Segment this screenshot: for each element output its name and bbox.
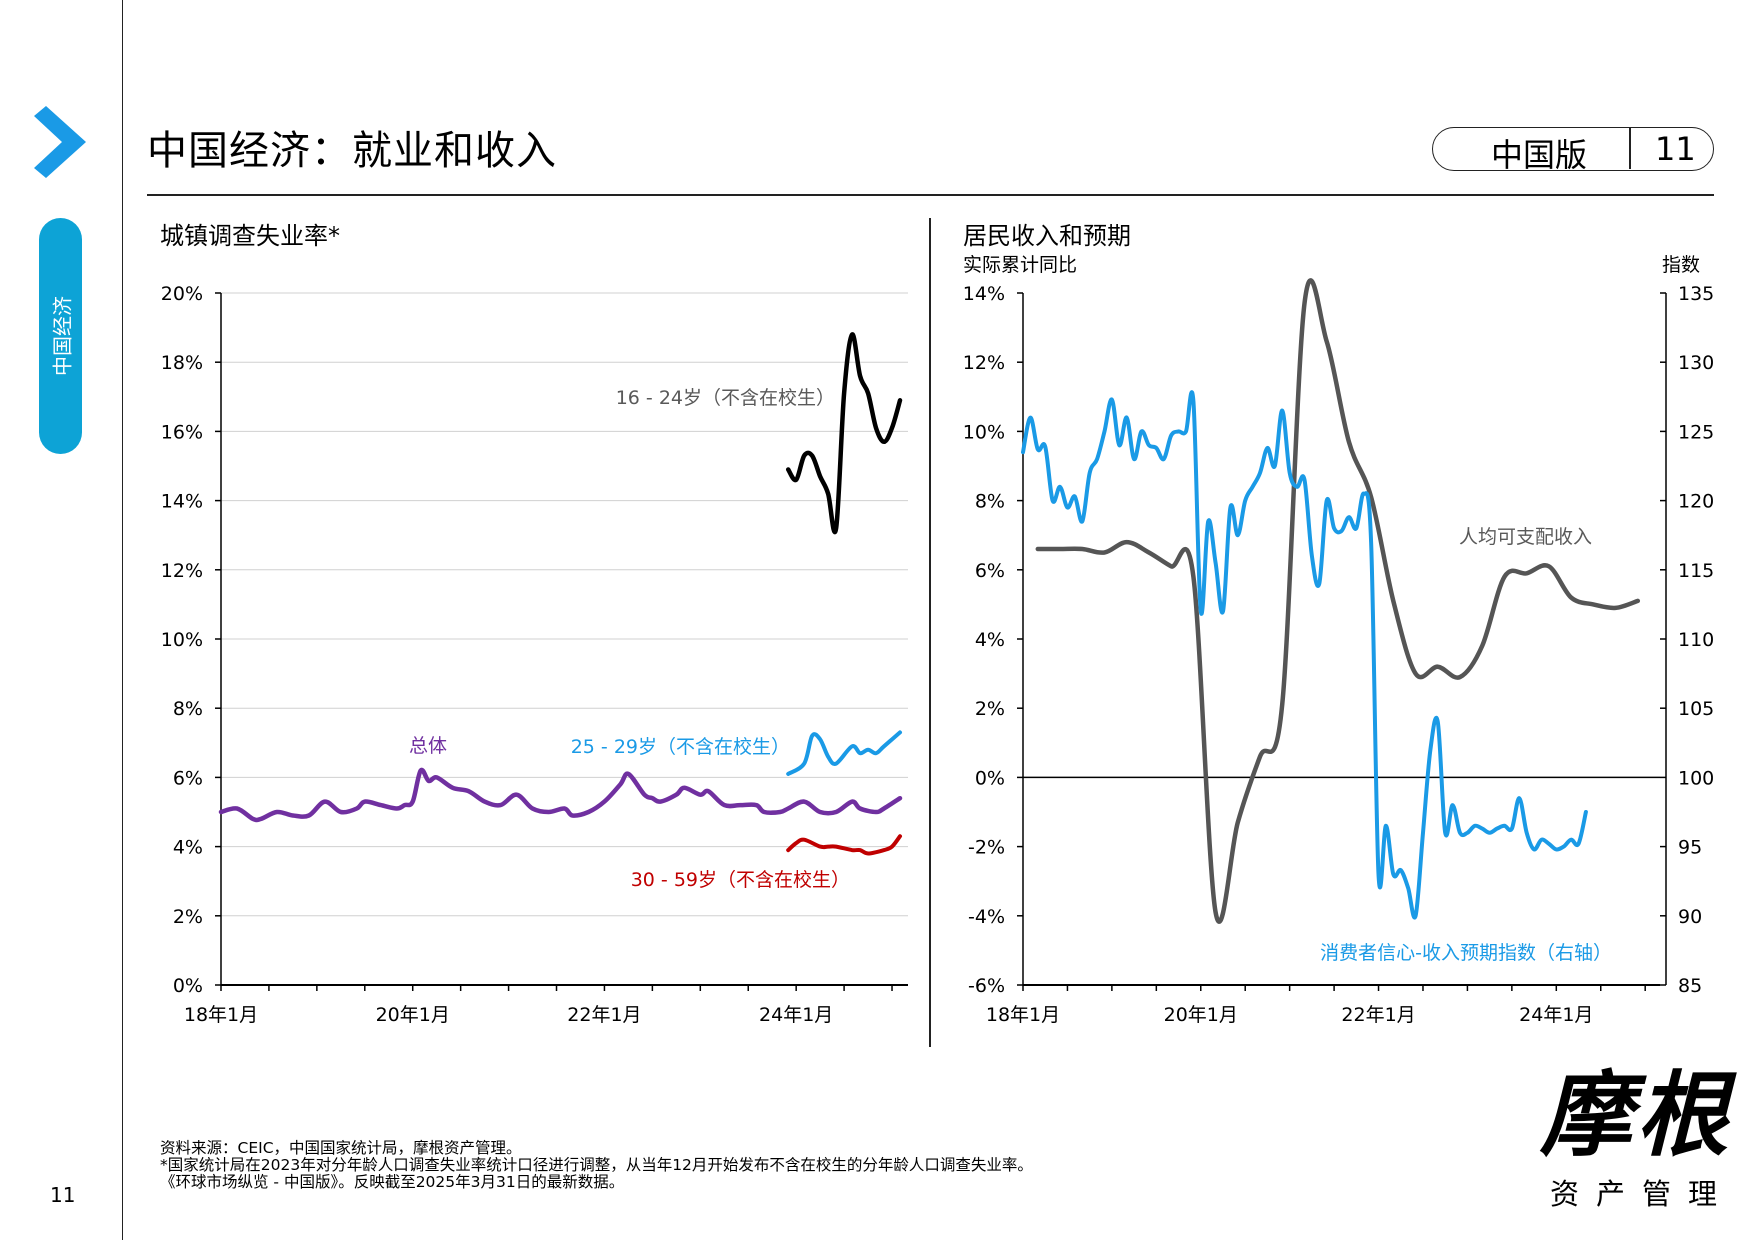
- edition-badge: 中国版 11: [1432, 127, 1714, 174]
- series-label: 25 - 29岁（不含在校生）: [571, 736, 790, 758]
- series-line: [1021, 390, 1588, 920]
- y-tick-label: 14%: [161, 491, 203, 513]
- logo-sub: 资产管理: [1550, 1177, 1735, 1211]
- chart-divider: [929, 218, 931, 1047]
- y-tick-label-right: 90: [1678, 906, 1702, 928]
- x-tick-label: 18年1月: [184, 1004, 258, 1026]
- y-tick-label-left: -6%: [968, 975, 1005, 997]
- chart-title: 居民收入和预期: [963, 222, 1131, 250]
- x-tick-label: 18年1月: [986, 1004, 1060, 1026]
- y-tick-label-left: 2%: [975, 698, 1005, 720]
- y-tick-label-right: 105: [1678, 698, 1714, 720]
- x-tick-label: 24年1月: [1519, 1004, 1593, 1026]
- y-tick-label-right: 100: [1678, 767, 1714, 789]
- series-label: 总体: [409, 735, 447, 757]
- y-tick-label: 2%: [173, 906, 203, 928]
- page-title: 中国经济：就业和收入: [147, 128, 557, 174]
- y-tick-label: 12%: [161, 560, 203, 582]
- badge-separator: [1629, 128, 1631, 169]
- series-line: [1035, 278, 1641, 924]
- y-tick-label-left: 6%: [975, 560, 1005, 582]
- y-tick-label-left: 12%: [963, 352, 1005, 374]
- y-tick-label: 18%: [161, 352, 203, 374]
- y-axis-left-label: 实际累计同比: [963, 254, 1077, 276]
- y-tick-label: 6%: [173, 767, 203, 789]
- y-tick-label-right: 95: [1678, 837, 1702, 859]
- edition-label: 中国版: [1491, 136, 1588, 174]
- y-tick-label: 4%: [173, 837, 203, 859]
- y-tick-label-left: 14%: [963, 283, 1005, 305]
- series-line: [786, 834, 902, 856]
- y-tick-label-right: 135: [1678, 283, 1714, 305]
- y-tick-label-left: 4%: [975, 629, 1005, 651]
- y-tick-label: 16%: [161, 421, 203, 443]
- y-tick-label: 10%: [161, 629, 203, 651]
- unemployment-chart: 城镇调查失业率* 0% 2% 4% 6% 8% 10% 12% 14% 16% 18% 20% 18年1…: [160, 222, 908, 1026]
- y-tick-label-right: 115: [1678, 560, 1714, 582]
- header-rule: [147, 194, 1714, 196]
- page-number: 11: [50, 1183, 76, 1207]
- badge-page-number: 11: [1655, 130, 1696, 168]
- logo: 摩根 资产管理: [1540, 1065, 1734, 1213]
- section-tab[interactable]: 中国经济: [39, 218, 82, 454]
- sidebar-divider: [122, 0, 123, 1240]
- source-note: 资料来源：CEIC，中国国家统计局，摩根资产管理。: [160, 1139, 522, 1157]
- y-tick-label-right: 110: [1678, 629, 1714, 651]
- series-label: 30 - 59岁（不含在校生）: [631, 869, 850, 891]
- series-label: 消费者信心-收入预期指数（右轴）: [1320, 942, 1612, 964]
- y-tick-label: 20%: [161, 283, 203, 305]
- y-tick-label: 0%: [173, 975, 203, 997]
- series-line: [786, 730, 902, 776]
- x-tick-label: 24年1月: [759, 1004, 833, 1026]
- series-label: 16 - 24岁（不含在校生）: [616, 387, 835, 409]
- y-tick-label-right: 125: [1678, 421, 1714, 443]
- y-tick-label-left: 8%: [975, 491, 1005, 513]
- y-tick-label-left: 10%: [963, 421, 1005, 443]
- x-tick-label: 22年1月: [1341, 1004, 1415, 1026]
- footer-notes: 资料来源：CEIC，中国国家统计局，摩根资产管理。 *国家统计局在2023年对分…: [160, 1140, 1033, 1191]
- y-tick-label-left: -4%: [968, 906, 1005, 928]
- series-label: 人均可支配收入: [1459, 526, 1592, 548]
- x-tick-label: 20年1月: [376, 1004, 450, 1026]
- logo-main: 摩根: [1540, 1061, 1733, 1169]
- y-tick-label-right: 120: [1678, 491, 1714, 513]
- series-line: [785, 332, 903, 535]
- footnote: *国家统计局在2023年对分年龄人口调查失业率统计口径进行调整，从当年12月开始…: [160, 1156, 1033, 1174]
- series-line: [218, 767, 903, 823]
- x-tick-label: 20年1月: [1164, 1004, 1238, 1026]
- publication-note: 《环球市场纵览 - 中国版》。反映截至2025年3月31日的最新数据。: [160, 1173, 625, 1191]
- x-tick-label: 22年1月: [567, 1004, 641, 1026]
- chart-title: 城镇调查失业率*: [160, 222, 340, 250]
- y-tick-label-right: 85: [1678, 975, 1702, 997]
- y-tick-label: 8%: [173, 698, 203, 720]
- y-tick-label-right: 130: [1678, 352, 1714, 374]
- y-tick-label-left: 0%: [975, 767, 1005, 789]
- y-axis-right-label: 指数: [1662, 254, 1700, 276]
- y-tick-label-left: -2%: [968, 837, 1005, 859]
- chevron-right-icon: [34, 106, 86, 178]
